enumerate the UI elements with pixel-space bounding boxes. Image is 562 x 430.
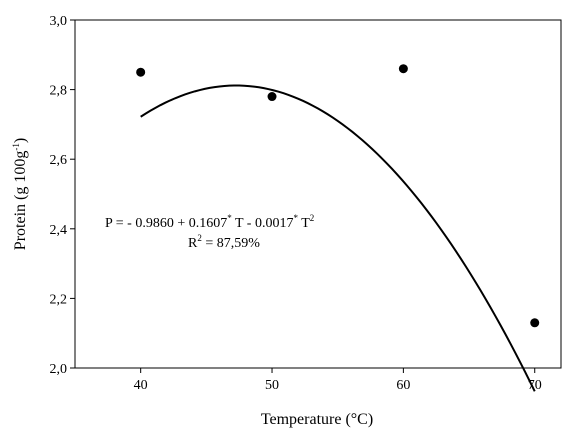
r2-sup: 2 — [197, 233, 202, 243]
equation-sup: * — [227, 213, 232, 223]
y-tick-label: 2,8 — [50, 84, 68, 99]
x-tick-label: 70 — [528, 378, 542, 393]
data-point — [530, 318, 540, 328]
x-axis-ticks: 40 50 60 70 — [134, 368, 542, 393]
plot-frame — [74, 19, 562, 369]
y-axis-title-sup: -1 — [11, 143, 21, 151]
r2-value: = 87,59% — [202, 236, 260, 251]
y-axis-title: Protein (g 100g-1) — [11, 138, 29, 250]
y-tick-label: 3,0 — [50, 14, 68, 29]
data-point — [267, 92, 277, 102]
y-tick-label: 2,2 — [50, 292, 68, 307]
data-points — [136, 64, 540, 328]
data-point — [136, 67, 146, 77]
r2-label: R — [188, 236, 198, 251]
regression-curve — [140, 84, 536, 392]
r-squared: R2 = 87,59% — [188, 233, 260, 251]
y-axis-ticks: 2,0 2,2 2,4 2,6 2,8 3,0 — [50, 14, 75, 377]
y-tick-label: 2,4 — [50, 223, 68, 238]
y-tick-label: 2,0 — [50, 362, 68, 377]
equation-part: T — [298, 216, 310, 231]
y-axis-title-main: Protein (g 100g — [12, 151, 29, 251]
regression-equation: P = - 0.9860 + 0.1607* T - 0.0017* T2 — [105, 213, 314, 231]
y-axis-title-close: ) — [12, 138, 29, 143]
x-tick-label: 40 — [134, 378, 148, 393]
x-tick-label: 60 — [396, 378, 410, 393]
equation-part: T - 0.0017 — [232, 216, 294, 231]
x-axis-title: Temperature (°C) — [261, 411, 373, 428]
equation-sup: 2 — [310, 213, 315, 223]
data-point — [398, 64, 408, 74]
equation-part: P = - 0.9860 + 0.1607 — [105, 216, 227, 231]
equation-sup: * — [293, 213, 298, 223]
y-tick-label: 2,6 — [50, 153, 68, 168]
x-tick-label: 50 — [265, 378, 279, 393]
